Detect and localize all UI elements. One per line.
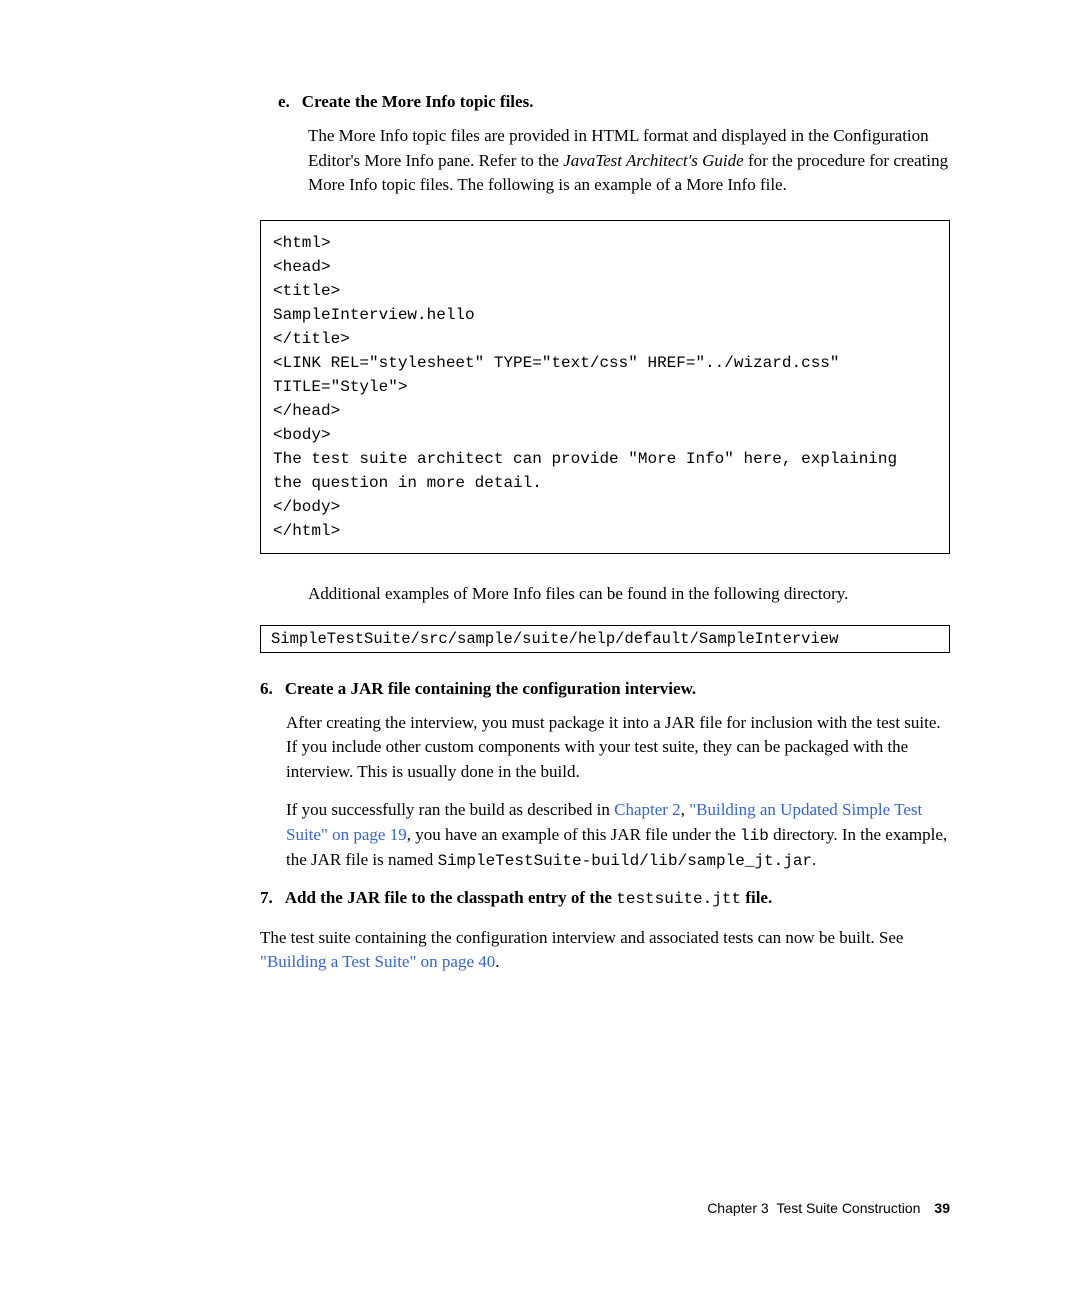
- final-link-building-test-suite[interactable]: "Building a Test Suite" on page 40: [260, 952, 495, 971]
- after-code1-text: Additional examples of More Info files c…: [308, 582, 950, 607]
- step-e-title: Create the More Info topic files.: [302, 92, 534, 112]
- step6-mid2: , you have an example of this JAR file u…: [407, 825, 740, 844]
- code-block-html-example: <html> <head> <title> SampleInterview.he…: [260, 220, 950, 554]
- step7-title-post: file.: [741, 888, 772, 907]
- step6-title: Create a JAR file containing the configu…: [285, 679, 696, 699]
- step6-mono-jar: SimpleTestSuite-build/lib/sample_jt.jar: [438, 852, 812, 870]
- step6-para1: After creating the interview, you must p…: [286, 711, 950, 785]
- step-e-body: The More Info topic files are provided i…: [308, 124, 950, 198]
- step6-mid1: ,: [681, 800, 690, 819]
- step7-title-mono: testsuite.jtt: [616, 890, 741, 908]
- step6-end: .: [812, 850, 816, 869]
- step6-para2: If you successfully ran the build as des…: [286, 798, 950, 873]
- step6-para2-pre: If you successfully ran the build as des…: [286, 800, 614, 819]
- footer-page-number: 39: [934, 1200, 950, 1216]
- final-pre: The test suite containing the configurat…: [260, 928, 903, 947]
- code-block-path: SimpleTestSuite/src/sample/suite/help/de…: [260, 625, 950, 653]
- step6-mono-lib: lib: [740, 827, 769, 845]
- footer-chapter: Chapter 3: [707, 1200, 768, 1216]
- page-footer: Chapter 3 Test Suite Construction 39: [707, 1200, 950, 1216]
- final-paragraph: The test suite containing the configurat…: [260, 926, 950, 975]
- step7-title: Add the JAR file to the classpath entry …: [285, 888, 772, 908]
- footer-title: Test Suite Construction: [776, 1200, 920, 1216]
- step-e-body-italic: JavaTest Architect's Guide: [563, 151, 744, 170]
- step7-num: 7.: [260, 888, 273, 908]
- step6-num: 6.: [260, 679, 273, 699]
- step6-link-chapter2[interactable]: Chapter 2: [614, 800, 681, 819]
- step-e-letter: e.: [278, 92, 290, 112]
- step7-title-pre: Add the JAR file to the classpath entry …: [285, 888, 616, 907]
- final-post: .: [495, 952, 499, 971]
